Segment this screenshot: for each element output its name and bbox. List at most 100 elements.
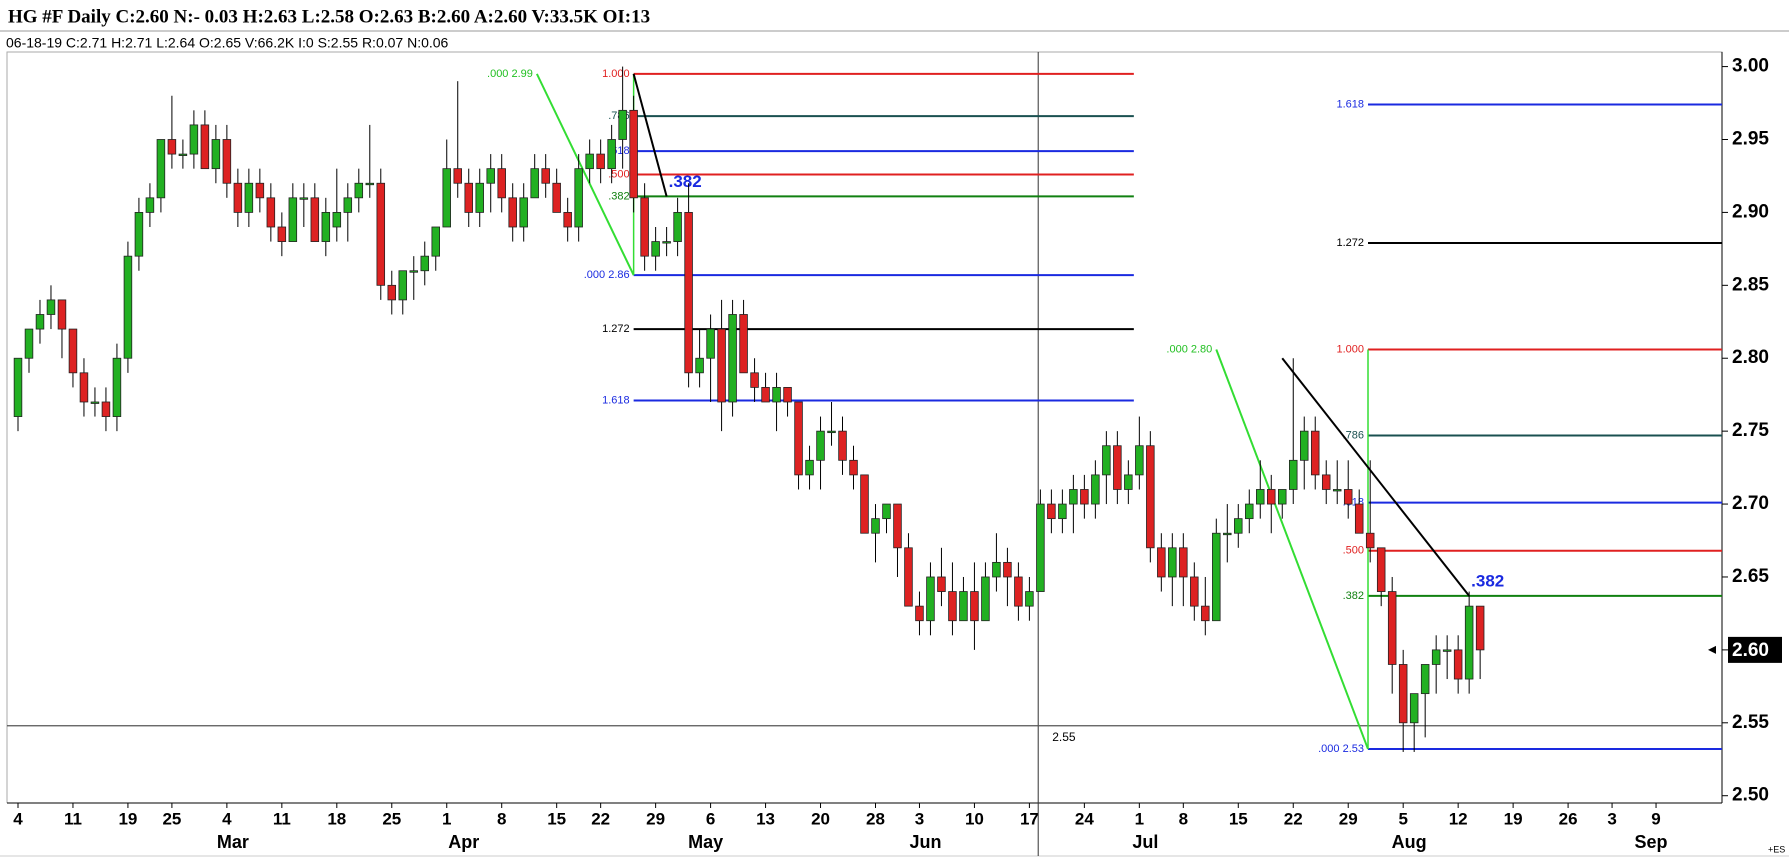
month-label: Jun xyxy=(909,832,941,852)
footer-label: +ES xyxy=(1768,844,1785,854)
x-tick-label: 18 xyxy=(327,809,346,828)
candle-body xyxy=(695,357,704,374)
candle-body xyxy=(1135,445,1144,476)
fib-level-label: .382 xyxy=(1343,590,1364,602)
candle-body xyxy=(112,357,122,417)
candle-body xyxy=(409,270,419,273)
x-tick-label: 11 xyxy=(64,809,82,828)
candle-body xyxy=(1058,503,1067,520)
candle-body xyxy=(860,474,869,534)
x-tick-label: 20 xyxy=(811,809,830,828)
candle-body xyxy=(442,168,451,228)
candle-body xyxy=(1354,503,1364,534)
x-tick-label: 25 xyxy=(162,809,181,828)
x-axis-area xyxy=(0,803,1789,862)
candle-body xyxy=(288,197,298,242)
candle-body xyxy=(761,386,770,403)
candle-body xyxy=(211,139,221,170)
candle-body xyxy=(805,459,814,476)
candle-body xyxy=(893,503,902,549)
y-tick-label: 2.85 xyxy=(1732,274,1769,295)
candle-body xyxy=(1321,474,1331,490)
candle-body xyxy=(1212,532,1221,622)
candle-body xyxy=(1442,649,1452,652)
x-tick-label: 25 xyxy=(382,809,401,828)
candle-body xyxy=(1003,561,1012,578)
y-tick-label: 2.50 xyxy=(1732,785,1769,806)
candle-body xyxy=(1387,591,1397,665)
candle-body xyxy=(189,124,199,155)
y-tick-label: 2.55 xyxy=(1732,712,1769,733)
x-tick-label: 17 xyxy=(1020,809,1039,828)
month-label: Jul xyxy=(1132,832,1158,852)
candle-body xyxy=(739,314,748,374)
candle-body xyxy=(376,182,386,286)
month-label: Sep xyxy=(1635,832,1668,852)
candle-body xyxy=(1168,547,1177,578)
candle-body xyxy=(1190,576,1199,607)
candle-body xyxy=(365,182,375,186)
x-tick-label: 10 xyxy=(965,809,984,828)
candle-body xyxy=(629,109,638,199)
candle-body xyxy=(1124,474,1133,490)
candle-body xyxy=(959,591,968,622)
candle-body xyxy=(35,314,45,330)
y-tick-label: 2.75 xyxy=(1732,420,1769,441)
fib-level-label: .500 xyxy=(608,168,629,180)
candle-body xyxy=(607,139,616,170)
fib-level-label: 1.272 xyxy=(1336,237,1364,249)
candle-body xyxy=(233,182,243,213)
candle-body xyxy=(1036,503,1045,592)
fib-level-label: 1.618 xyxy=(1336,98,1364,110)
candle-body xyxy=(299,197,309,200)
candle-body xyxy=(1332,489,1342,492)
candle-body xyxy=(464,182,473,213)
candle-body xyxy=(1420,664,1430,695)
x-tick-label: 6 xyxy=(706,809,715,828)
fib-retrace xyxy=(632,73,668,197)
x-tick-label: 1 xyxy=(1135,809,1144,828)
x-tick-label: 5 xyxy=(1398,809,1407,828)
candle-body xyxy=(13,357,23,417)
candle-body xyxy=(728,314,737,403)
candle-body xyxy=(1299,430,1309,461)
candle-body xyxy=(717,328,726,403)
candle-body xyxy=(772,386,781,403)
candle-body xyxy=(453,168,462,184)
candle-body xyxy=(1409,693,1419,724)
fib-swing-label: .000 2.80 xyxy=(1166,343,1212,355)
last-price-box xyxy=(1728,636,1782,663)
candle-body xyxy=(57,299,67,330)
fib-swing-label: .000 2.99 xyxy=(487,68,533,80)
x-tick-label: 19 xyxy=(1504,809,1523,828)
candle-body xyxy=(1431,649,1441,665)
candle-body xyxy=(1080,489,1089,505)
candle-body xyxy=(266,197,276,228)
candle-body xyxy=(1267,489,1276,505)
fib-swing xyxy=(1215,349,1369,750)
candle-body xyxy=(475,182,484,213)
x-tick-label: 4 xyxy=(222,809,232,828)
candle-body xyxy=(1365,532,1375,549)
x-tick-label: 29 xyxy=(646,809,665,828)
candle-body xyxy=(970,591,979,622)
candle-body xyxy=(519,197,528,228)
x-tick-label: 19 xyxy=(118,809,137,828)
candle-body xyxy=(948,591,957,622)
candle-body xyxy=(585,153,594,170)
month-label: Mar xyxy=(217,832,249,852)
candle-body xyxy=(200,124,210,170)
y-tick-label: 2.95 xyxy=(1732,129,1769,150)
candle-body xyxy=(222,139,232,184)
candle-body xyxy=(332,212,342,228)
x-tick-label: 26 xyxy=(1559,809,1578,828)
candle-body xyxy=(618,109,627,140)
candle-body xyxy=(1179,547,1188,578)
candle-body xyxy=(882,503,891,520)
candle-body xyxy=(1113,445,1122,490)
candle-body xyxy=(1310,430,1320,476)
candle-body xyxy=(684,212,693,374)
